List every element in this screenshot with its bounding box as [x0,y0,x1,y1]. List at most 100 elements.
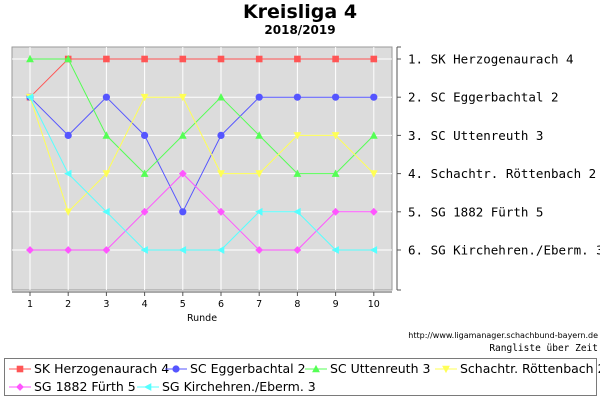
legend-item: SC Uttenreuth 3 [305,360,430,377]
data-point [332,55,339,63]
chart-caption: Rangliste über Zeit [489,343,598,354]
tick-labels: 1 2 3 4 5 6 7 8 9 10 Runde 1. SK Herzogenaurach 4 2.… [27,52,600,325]
y-tick-label: 1. SK Herzogenaurach 4 [408,52,574,67]
data-point [179,208,187,216]
plot-area [11,46,393,291]
data-point [255,170,264,178]
data-point [26,54,34,63]
data-point [217,55,225,63]
data-point [293,246,302,254]
data-point [141,131,149,139]
series-lines [25,54,378,254]
series-line [29,58,374,98]
data-point [217,93,225,101]
x-tick-label: 9 [333,299,339,310]
data-point [293,169,302,177]
legend-symbol [137,382,159,392]
y-tick-label: 6. SG Kirchehren./Eberm. 3 [408,243,600,258]
data-point [64,54,73,63]
legend-label: SG Kirchehren./Eberm. 3 [162,379,316,394]
data-point [369,207,378,216]
series-line [29,96,374,213]
legend-symbol [165,364,187,374]
legend-item: SG Kirchehren./Eberm. 3 [137,378,316,395]
data-point [140,93,149,102]
data-point [178,246,187,254]
x-tick-label: 3 [103,299,109,310]
x-tick-label: 8 [294,299,300,310]
data-point [255,93,263,101]
chart-subtitle: 2018/2019 [264,23,336,37]
data-point [141,55,148,63]
x-tick-label: 2 [65,299,71,310]
data-point [178,131,187,139]
data-point [64,246,73,254]
data-point [255,207,263,216]
x-tick-label: 4 [142,299,148,310]
data-point [140,246,148,254]
legend-label: SC Uttenreuth 3 [330,361,431,376]
chart-title: Kreisliga 4 [242,1,358,23]
plot-background [11,46,393,291]
x-tick-label: 7 [256,299,262,310]
legend-item: SK Herzogenaurach 4 [9,360,169,377]
data-point [64,208,73,216]
data-point [369,246,378,254]
legend-item: Schachtr. Röttenbach 2 [435,360,600,377]
legend-item: SG 1882 Fürth 5 [9,378,136,395]
y-tick-label: 2. SC Eggerbachtal 2 [408,90,559,105]
data-point [331,207,340,216]
legend-symbol [9,364,31,374]
data-point [255,55,263,63]
data-point [293,132,302,140]
axes [12,46,401,296]
data-point [370,55,378,63]
data-point [102,207,110,216]
data-point [217,170,225,178]
data-point [103,55,110,63]
y-tick-label: 5. SG 1882 Fürth 5 [408,204,543,219]
x-tick-label: 6 [218,299,224,310]
data-point [25,93,34,102]
y-tick-label: 3. SC Uttenreuth 3 [408,128,543,143]
data-point [179,55,187,63]
x-tick-label: 10 [368,299,380,310]
series-line [29,96,374,251]
data-point [64,169,72,178]
data-point [370,93,378,101]
data-point [294,55,301,63]
legend-item: SC Eggerbachtal 2 [165,360,306,377]
legend-label: SK Herzogenaurach 4 [34,361,170,376]
data-point [102,246,111,254]
source-url: http://www.ligamanager.schachbund-bayern… [408,331,598,340]
data-point [26,246,34,254]
legend-label: SG 1882 Fürth 5 [34,379,136,394]
data-point [178,93,187,102]
data-point [64,131,72,139]
data-point [331,169,340,177]
data-point [293,207,301,216]
data-point [255,131,264,139]
data-point [217,207,225,216]
legend-label: Schachtr. Röttenbach 2 [460,361,600,376]
data-point [331,246,339,254]
legend-symbol [305,364,327,374]
data-point [369,131,378,139]
legend-symbol [9,382,31,392]
legend-label: SC Eggerbachtal 2 [190,361,306,376]
data-point [140,207,149,216]
series-line [30,58,375,175]
data-point [331,132,340,140]
data-point [102,93,110,101]
data-point [293,93,301,101]
data-point [217,131,225,139]
x-axis-title: Runde [187,313,217,324]
data-point [255,246,264,254]
y-tick-label: 4. Schachtr. Röttenbach 2 [408,166,596,181]
data-point [102,131,111,139]
data-point [140,169,149,177]
legend: SK Herzogenaurach 4 SC Eggerbachtal 2 SC U… [4,358,600,396]
data-point [178,169,187,178]
line-chart: 1 2 3 4 5 6 7 8 9 10 Runde 1. SK Herzogenaurach 4 2.… [11,46,600,325]
x-tick-label: 1 [27,299,33,310]
